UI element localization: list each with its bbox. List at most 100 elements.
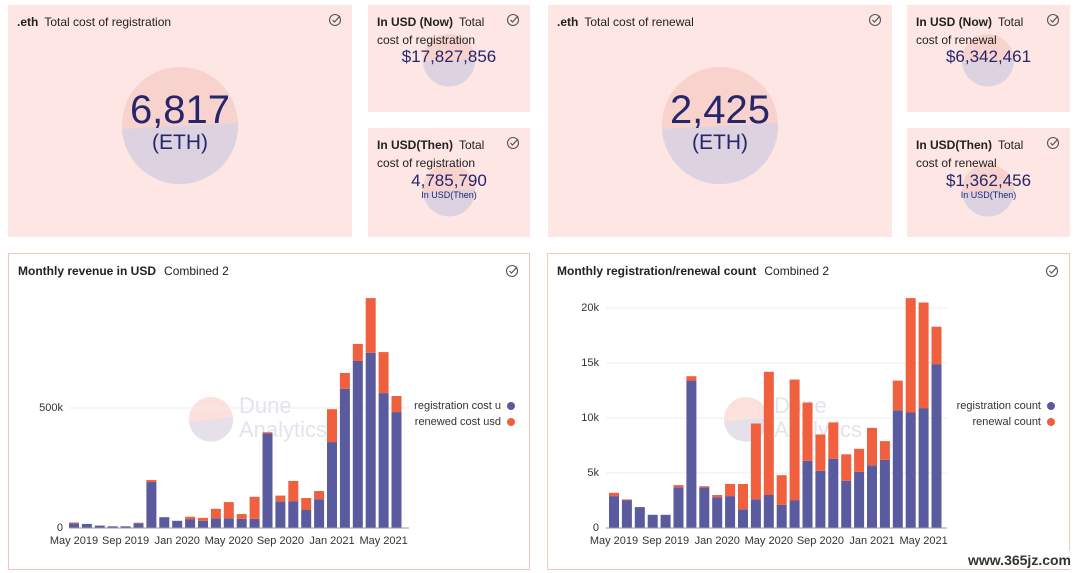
x-tick-label: May 2021 (359, 535, 407, 547)
bar (879, 459, 890, 528)
bar (892, 380, 903, 411)
card-header: In USD(Then) Total cost of renewal (916, 136, 1044, 172)
bar (81, 523, 92, 528)
bar (249, 518, 260, 528)
bar (365, 352, 376, 528)
y-tick-label: 500k (39, 402, 63, 414)
card-subtitle: Total cost of registration (377, 138, 485, 170)
bar (236, 518, 247, 528)
bar (339, 372, 350, 389)
legend-label: registration count (957, 400, 1041, 412)
chart-header: Monthly revenue in USD Combined 2 (18, 264, 229, 278)
y-tick-label: 10k (581, 412, 599, 424)
x-tick-label: Sep 2019 (102, 535, 149, 547)
bar (146, 480, 157, 482)
bar (339, 388, 350, 528)
bar (789, 379, 800, 501)
watermark-logo (189, 417, 234, 442)
counter-value: 2,425 (669, 88, 771, 132)
counter-value: $17,827,856 (401, 47, 497, 66)
card-header: .eth Total cost of renewal (557, 13, 694, 31)
chart-title: Monthly registration/renewal count (557, 264, 757, 278)
bar (391, 412, 402, 528)
x-tick-label: Sep 2020 (257, 535, 304, 547)
bar (867, 427, 877, 466)
x-tick-label: Jan 2021 (309, 535, 354, 547)
y-tick-label: 0 (57, 522, 63, 534)
legend-label: registration cost u (414, 400, 501, 412)
bar (378, 393, 389, 528)
bar (69, 522, 79, 524)
bar (854, 448, 865, 472)
bar (686, 376, 697, 381)
bar (815, 434, 826, 471)
bar (647, 514, 658, 528)
counter-card: In USD (Now) Total cost of registration $… (368, 5, 530, 112)
counter-card: In USD(Then) Total cost of registration 4… (368, 128, 530, 237)
bar (352, 360, 363, 528)
x-tick-label: Jan 2020 (155, 535, 200, 547)
bar (699, 487, 710, 528)
bar (725, 484, 736, 497)
bar (185, 516, 196, 520)
counter-value: 6,817 (129, 88, 231, 132)
bar (172, 520, 183, 528)
legend-label: renewal count (973, 416, 1042, 428)
bar (660, 514, 671, 528)
bar (905, 412, 916, 528)
bar (867, 465, 877, 528)
counter-card: .eth Total cost of registration 6,817 (ET… (8, 5, 352, 237)
bar (378, 352, 389, 394)
counter-value: $1,362,456 (945, 171, 1032, 190)
card-title: In USD (Now) (377, 15, 453, 29)
counter-card: In USD(Then) Total cost of renewal $1,362… (907, 128, 1070, 237)
card-header: .eth Total cost of registration (17, 13, 171, 31)
bar (107, 526, 118, 528)
chart-subtitle: Combined 2 (164, 264, 229, 278)
counter-value: $6,342,461 (945, 47, 1032, 66)
card-title: In USD(Then) (377, 138, 453, 152)
bar (198, 517, 208, 521)
bar (301, 498, 312, 510)
bar (634, 507, 645, 528)
bar (223, 502, 234, 519)
bar (750, 423, 761, 500)
bar (133, 523, 144, 528)
bar (673, 485, 684, 488)
bar (198, 520, 208, 528)
bar (725, 496, 736, 528)
bar (841, 480, 852, 528)
bar (327, 442, 337, 528)
x-tick-label: Jan 2021 (849, 535, 894, 547)
bar (828, 422, 839, 459)
chart-header: Monthly registration/renewal count Combin… (557, 264, 829, 278)
bar (802, 460, 813, 528)
bar (223, 518, 234, 528)
chart-panel: Dune Analytics 0 500k May 2019 Sep 2019 Jan 20… (8, 253, 530, 570)
card-subtitle: Total cost of renewal (584, 15, 694, 29)
chart-panel: Dune Analytics 0 5k 10k 15k 20k May 2019 Sep 201… (547, 253, 1070, 570)
bar (314, 499, 325, 528)
bar (275, 501, 286, 528)
y-tick-label: 0 (593, 522, 599, 534)
bar (185, 519, 196, 528)
bar (210, 508, 221, 519)
chart-title: Monthly revenue in USD (18, 264, 157, 278)
legend-swatch (507, 402, 515, 410)
bar (69, 523, 79, 528)
bar (776, 475, 787, 505)
bar (879, 441, 890, 460)
bar (146, 481, 157, 528)
bar (673, 487, 684, 528)
bar (236, 514, 247, 519)
bar (262, 432, 273, 434)
counter-unit: (ETH) (692, 131, 748, 154)
bar (275, 495, 286, 502)
bar (609, 492, 619, 497)
bar (314, 491, 325, 500)
bar (918, 302, 929, 409)
counter-card: In USD (Now) Total cost of renewal $6,342… (907, 5, 1070, 112)
card-header: In USD (Now) Total cost of registration (377, 13, 505, 49)
x-tick-label: May 2019 (50, 535, 98, 547)
